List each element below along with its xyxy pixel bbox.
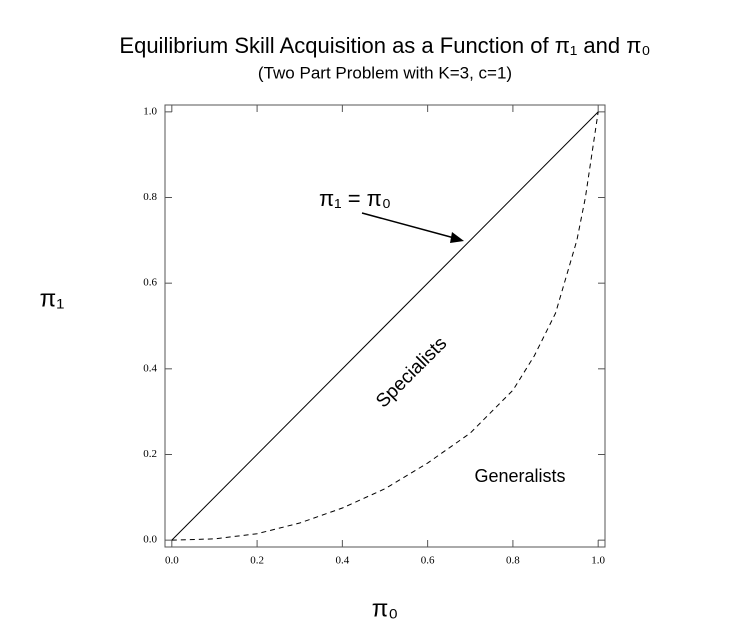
line-series (171, 111, 599, 541)
y-tick-label: 0.6 (143, 277, 157, 289)
x-axis-label: π₀ (372, 595, 399, 622)
x-tick-label: 0.2 (250, 555, 264, 567)
x-tick-label: 0.6 (421, 555, 435, 567)
x-tick-label: 0.8 (506, 555, 520, 567)
y-tick-label: 1.0 (143, 105, 157, 117)
line-series (171, 111, 599, 541)
y-tick-label: 0.4 (143, 362, 157, 374)
y-axis-label: π₁ (40, 285, 65, 312)
annotation-arrow (361, 212, 464, 243)
annotation: Generalists (474, 466, 565, 486)
chart-title: Equilibrium Skill Acquisition as a Funct… (119, 33, 650, 58)
annotation: π₁ = π₀ (319, 186, 391, 211)
y-tick-label: 0.8 (143, 191, 157, 203)
x-tick-label: 0.0 (165, 555, 179, 567)
x-tick-label: 0.4 (335, 555, 349, 567)
y-tick-label: 0.0 (143, 534, 157, 546)
chart-subtitle: (Two Part Problem with K=3, c=1) (258, 63, 512, 82)
x-tick-label: 1.0 (591, 555, 605, 567)
plot-frame (164, 104, 606, 548)
y-tick-label: 0.2 (143, 448, 157, 460)
